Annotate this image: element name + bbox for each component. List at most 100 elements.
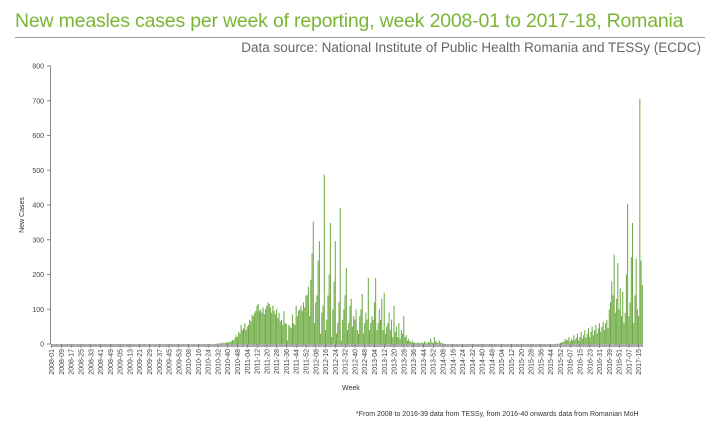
bar xyxy=(576,333,578,344)
x-tick-label: 2009-05 xyxy=(118,349,125,375)
x-tick-label: 2008-17 xyxy=(69,349,76,375)
bar xyxy=(383,292,385,344)
bar xyxy=(606,319,608,344)
bar xyxy=(591,326,593,345)
bar xyxy=(411,340,413,344)
bar xyxy=(313,323,316,344)
bar xyxy=(561,342,563,344)
bar xyxy=(436,342,438,344)
bar xyxy=(425,342,427,344)
bar xyxy=(608,309,610,344)
bar xyxy=(602,321,604,344)
bar xyxy=(395,326,397,345)
bar xyxy=(620,316,623,344)
bar xyxy=(427,341,429,344)
bar xyxy=(364,323,366,344)
bar xyxy=(623,323,625,344)
bar xyxy=(222,343,224,344)
bar xyxy=(348,323,350,344)
bar xyxy=(392,337,394,344)
x-tick-label: 2014-08 xyxy=(441,349,448,375)
bar xyxy=(569,341,571,344)
bar xyxy=(633,323,635,344)
bar xyxy=(240,324,242,344)
bar xyxy=(334,241,336,344)
bar xyxy=(402,333,404,344)
y-tick-label: 700 xyxy=(32,98,44,105)
bar xyxy=(243,328,245,344)
bar xyxy=(382,330,384,344)
bar xyxy=(421,342,423,344)
bar xyxy=(262,307,264,344)
bar xyxy=(309,316,311,344)
bar xyxy=(321,312,323,344)
bar xyxy=(265,309,267,344)
bar xyxy=(361,293,363,344)
bar xyxy=(641,284,643,344)
x-tick-label: 2016-31 xyxy=(597,349,604,375)
bar xyxy=(426,343,428,344)
bar xyxy=(234,337,236,344)
bar xyxy=(376,330,378,344)
bar xyxy=(328,274,330,344)
bar xyxy=(347,330,349,344)
bar xyxy=(299,309,301,344)
bar xyxy=(441,343,443,344)
x-tick-label: 2009-45 xyxy=(167,349,174,375)
bar xyxy=(439,342,441,344)
bar xyxy=(559,342,561,344)
x-tick-label: 2015-28 xyxy=(529,349,536,375)
bar xyxy=(266,305,268,344)
x-tick-label: 2016-39 xyxy=(607,349,614,375)
bar xyxy=(247,324,249,344)
bar xyxy=(629,302,631,344)
x-tick-label: 2015-04 xyxy=(499,349,506,375)
bar xyxy=(598,323,601,344)
bar xyxy=(229,342,231,344)
bar xyxy=(293,323,295,344)
data-source: Data source: National Institute of Publi… xyxy=(241,40,701,55)
bar xyxy=(278,312,280,344)
bar xyxy=(232,339,234,344)
bar xyxy=(268,304,270,344)
x-tick-label: 2008-01 xyxy=(49,349,56,375)
bar xyxy=(634,295,636,344)
bar xyxy=(225,342,227,344)
bar xyxy=(258,310,260,344)
bar xyxy=(420,342,422,344)
bar xyxy=(326,319,328,344)
bar xyxy=(257,304,259,344)
bar xyxy=(252,316,254,344)
bar xyxy=(244,323,246,344)
bar xyxy=(367,277,369,344)
bar xyxy=(380,319,382,344)
bar xyxy=(574,339,576,344)
bar xyxy=(624,312,626,344)
bar xyxy=(223,342,225,344)
bar xyxy=(408,338,410,344)
bar xyxy=(605,323,607,344)
bar xyxy=(283,310,285,344)
bar xyxy=(276,309,278,344)
bar xyxy=(586,333,588,344)
bar xyxy=(345,267,347,344)
chart-title: New measles cases per week of reporting,… xyxy=(15,10,684,32)
bar xyxy=(322,305,324,344)
bar xyxy=(267,302,269,344)
bar xyxy=(416,342,418,344)
bar xyxy=(279,321,281,344)
x-tick-label: 2014-40 xyxy=(480,349,487,375)
bar xyxy=(221,342,223,344)
x-tick-label: 2010-08 xyxy=(186,349,193,375)
bar xyxy=(285,323,287,344)
bar xyxy=(354,319,356,344)
bar xyxy=(619,288,621,344)
bar xyxy=(291,314,293,344)
bar xyxy=(422,343,424,344)
bar xyxy=(331,337,333,344)
bar xyxy=(241,330,243,344)
y-tick-label: 600 xyxy=(32,133,44,140)
bar xyxy=(578,340,580,344)
bar xyxy=(603,330,605,344)
bar xyxy=(601,326,603,345)
